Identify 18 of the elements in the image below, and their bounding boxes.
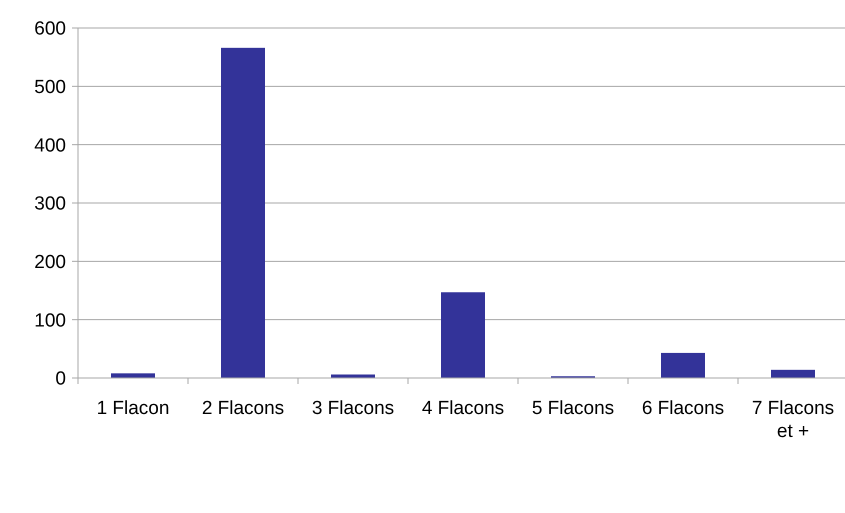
bar xyxy=(661,352,705,378)
x-tick-label: 3 Flacons xyxy=(312,398,394,419)
bar xyxy=(221,48,265,378)
x-tick-label: 7 Flacons et + xyxy=(752,398,834,442)
y-tick-label: 600 xyxy=(34,18,66,40)
y-tick-label: 500 xyxy=(34,76,66,98)
bar xyxy=(771,370,815,378)
x-tick-label: 5 Flacons xyxy=(532,398,614,419)
y-tick-label: 0 xyxy=(55,368,66,390)
x-tick-label: 6 Flacons xyxy=(642,398,724,419)
bar xyxy=(441,292,485,378)
y-tick-label: 400 xyxy=(34,135,66,156)
x-tick-label: 2 Flacons xyxy=(202,398,284,419)
y-tick-label: 300 xyxy=(34,194,66,215)
y-tick-label: 200 xyxy=(34,252,66,273)
x-tick-label: 4 Flacons xyxy=(422,398,504,419)
y-tick-label: 100 xyxy=(34,310,66,332)
x-tick-label: 1 Flacon xyxy=(96,398,170,419)
